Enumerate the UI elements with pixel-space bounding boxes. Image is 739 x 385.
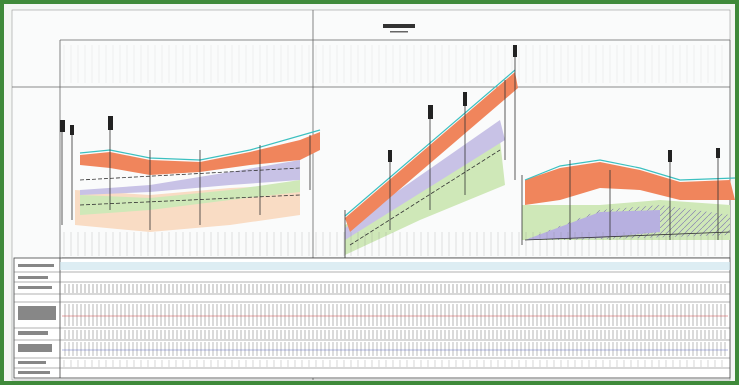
profile-ticks [62,232,728,256]
data-table [13,257,731,379]
profile-section-2 [344,45,518,258]
title-mark [383,24,415,33]
profile-section-1 [60,116,321,232]
profile-section-3 [521,148,736,245]
faint-text-area [62,45,727,83]
guide-lines [12,10,731,380]
